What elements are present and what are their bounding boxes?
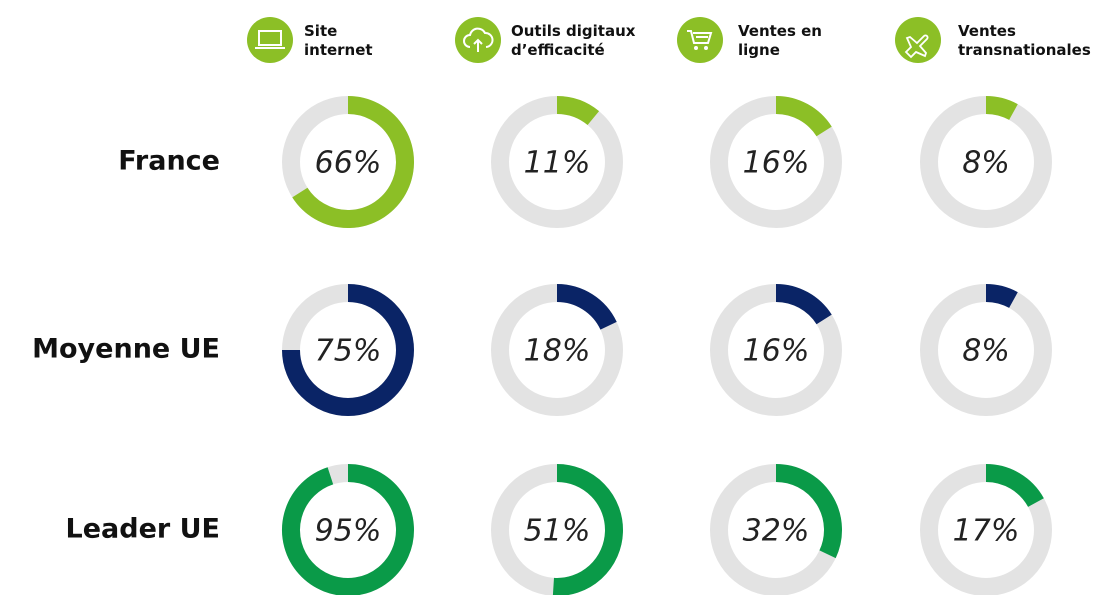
row-label: Moyenne UE — [32, 334, 220, 365]
value-label: 66% — [315, 146, 382, 181]
value-label: 16% — [743, 334, 810, 369]
value-label: 75% — [315, 334, 382, 369]
donut-arc — [985, 464, 1044, 508]
donut-arc — [292, 96, 414, 228]
value-label: 32% — [743, 514, 810, 549]
icon-plane — [895, 17, 941, 63]
donut-arc — [985, 96, 1018, 121]
value-label: 18% — [524, 334, 591, 369]
donut-arc — [282, 464, 414, 595]
donut-arc — [556, 284, 617, 330]
icon-cart — [677, 17, 723, 63]
column-header: Outils digitaux d’efficacité — [511, 22, 636, 59]
donut-arc — [985, 284, 1018, 309]
value-label: 8% — [962, 146, 1010, 181]
column-header: Ventes transnationales — [958, 22, 1091, 59]
column-header: Site internet — [304, 22, 373, 59]
value-label: 8% — [962, 334, 1010, 369]
value-label: 51% — [524, 514, 591, 549]
value-label: 95% — [315, 514, 382, 549]
icon-cloud — [455, 17, 501, 63]
donut-arc — [556, 96, 600, 126]
row-label: Leader UE — [66, 514, 220, 545]
value-label: 11% — [524, 146, 591, 181]
donut-arc — [282, 284, 414, 416]
donut-arc — [552, 464, 623, 595]
icon-site — [247, 17, 293, 63]
value-label: 16% — [743, 146, 810, 181]
row-label: France — [118, 146, 220, 177]
column-header: Ventes en ligne — [738, 22, 822, 59]
donut-arc — [775, 464, 842, 559]
value-label: 17% — [953, 514, 1020, 549]
donut-arc — [775, 284, 832, 325]
donut-arc — [775, 96, 832, 137]
